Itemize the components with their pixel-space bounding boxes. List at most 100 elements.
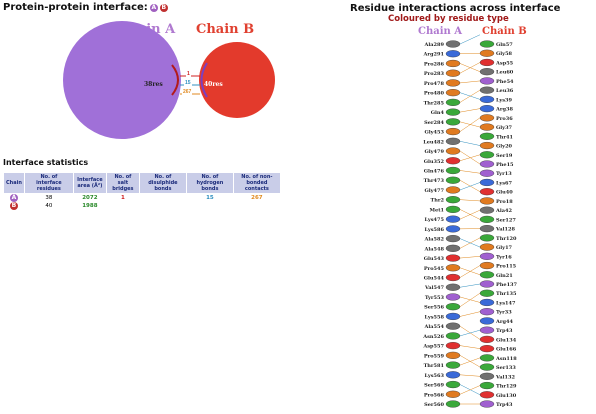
chain-b-residue-marker[interactable]: [479, 160, 495, 168]
chain-b-residue-marker[interactable]: [479, 58, 495, 67]
chain-b-residue-marker[interactable]: [479, 234, 495, 242]
chain-a-residue-marker[interactable]: [445, 147, 461, 155]
chain-b-residue-marker[interactable]: [479, 271, 495, 279]
chain-a-residue-label: Pro478: [424, 81, 445, 87]
chain-b-residue-marker[interactable]: [479, 261, 495, 270]
chain-a-residue-marker[interactable]: [445, 40, 461, 48]
chain-b-residue-marker[interactable]: [479, 215, 495, 223]
interaction-line: [459, 256, 481, 259]
chain-a-residue-label: Pro559: [424, 353, 445, 359]
chain-a-residue-marker[interactable]: [445, 312, 461, 321]
chain-a-residue-marker[interactable]: [445, 118, 461, 126]
chain-b-residue-marker[interactable]: [479, 381, 495, 390]
chain-a-residue-marker[interactable]: [445, 186, 461, 194]
chain-b-residue-marker[interactable]: [479, 298, 495, 307]
chain-b-residue-marker[interactable]: [479, 345, 495, 353]
cell: [139, 202, 186, 210]
chain-b-residue-marker[interactable]: [479, 252, 495, 260]
chain-b-residue-marker[interactable]: [479, 225, 495, 233]
chain-a-residue-marker[interactable]: [445, 127, 461, 136]
cell: 40: [45, 202, 53, 209]
chain-a-circle[interactable]: [63, 21, 181, 139]
chain-b-residue-marker[interactable]: [479, 114, 495, 122]
chain-a-residue-marker[interactable]: [445, 371, 461, 379]
chain-a-residue-marker[interactable]: [445, 79, 461, 87]
chain-a-residue-marker[interactable]: [445, 108, 461, 116]
chain-a-residue-marker[interactable]: [445, 59, 461, 68]
chain-a-residue-marker[interactable]: [445, 176, 461, 184]
chain-b-residue-label: Pro115: [496, 264, 517, 270]
chain-a-residue-marker[interactable]: [445, 254, 461, 262]
chain-b-residue-marker[interactable]: [479, 123, 495, 131]
chain-a-residue-marker[interactable]: [445, 244, 461, 252]
chain-a-residue-marker[interactable]: [445, 157, 461, 165]
chain-b-residue-marker[interactable]: [479, 354, 495, 362]
chain-b-residue-marker[interactable]: [479, 49, 495, 57]
chain-a-residue-marker[interactable]: [445, 166, 461, 175]
table-row: A 38 2072 1 15 267: [4, 194, 281, 202]
chain-b-residue-marker[interactable]: [479, 169, 495, 177]
chain-a-residue-marker[interactable]: [445, 50, 461, 58]
chain-a-residue-marker[interactable]: [445, 264, 461, 272]
chain-a-chip[interactable]: A: [149, 3, 158, 12]
chain-a-residue-marker[interactable]: [445, 342, 461, 350]
chain-a-residue-marker[interactable]: [445, 215, 461, 223]
chain-b-residue-label: Trp43: [496, 328, 513, 334]
header-chain: Chain: [3, 172, 25, 194]
chain-a-residue-marker[interactable]: [445, 89, 461, 97]
chain-a-residue-marker[interactable]: [445, 380, 461, 389]
chain-b-residue-marker[interactable]: [479, 326, 495, 334]
chain-b-residue-marker[interactable]: [479, 188, 495, 196]
chain-a-residue-label: Thr473: [424, 178, 445, 184]
chain-b-residue-marker[interactable]: [479, 206, 495, 214]
chain-a-residue-marker[interactable]: [445, 322, 461, 330]
chain-b-residue-marker[interactable]: [479, 243, 495, 251]
chain-a-residue-marker[interactable]: [445, 332, 461, 340]
chain-a-residue-label: Gln4: [431, 110, 445, 116]
chain-a-residue-marker[interactable]: [445, 69, 461, 77]
chain-b-residue-marker[interactable]: [479, 151, 495, 159]
chain-b-residue-marker[interactable]: [479, 363, 495, 371]
chain-b-residue-marker[interactable]: [479, 95, 495, 103]
chain-a-residue-marker[interactable]: [445, 225, 461, 233]
chain-a-residue-marker[interactable]: [445, 303, 461, 311]
chain-a-residue-marker[interactable]: [445, 137, 461, 145]
chain-b-residue-marker[interactable]: [479, 372, 495, 380]
chain-b-residue-marker[interactable]: [479, 289, 495, 297]
chain-b-residue-marker[interactable]: [479, 105, 495, 113]
chain-b-residue-marker[interactable]: [479, 280, 495, 288]
chain-a-residue-marker[interactable]: [445, 273, 461, 282]
chain-b-circle[interactable]: [199, 42, 275, 118]
chain-b-residue-marker[interactable]: [479, 391, 495, 399]
chain-a-residue-marker[interactable]: [445, 351, 461, 359]
chain-a-residue-label: Ser284: [424, 120, 444, 126]
chain-b-chip[interactable]: B: [159, 3, 168, 12]
chain-b-residue-marker[interactable]: [479, 141, 495, 150]
chain-b-residue-marker[interactable]: [479, 317, 495, 325]
chain-b-residue-marker[interactable]: [479, 132, 495, 140]
row-b-chain: B: [9, 202, 18, 210]
chain-b-residue-marker[interactable]: [479, 197, 495, 205]
chain-b-residue-marker[interactable]: [479, 68, 495, 76]
chain-b-residue-label: Lys67: [496, 180, 513, 186]
chain-b-residue-marker[interactable]: [479, 308, 495, 316]
chain-a-residue-marker[interactable]: [445, 205, 461, 214]
chain-b-residue-marker[interactable]: [479, 86, 495, 94]
chain-b-residue-marker[interactable]: [479, 77, 495, 85]
chain-b-residue-marker[interactable]: [479, 40, 495, 48]
chain-a-residue-marker[interactable]: [445, 293, 461, 301]
chain-b-residue-marker[interactable]: [479, 178, 495, 187]
interaction-line: [459, 199, 481, 202]
chain-a-residue-marker[interactable]: [445, 234, 461, 243]
chain-a-residue-marker[interactable]: [445, 361, 461, 369]
interaction-line: [459, 265, 481, 278]
chain-a-interface-arc: [171, 64, 179, 96]
interaction-line: [459, 62, 481, 74]
chain-a-residue-marker[interactable]: [445, 283, 461, 291]
chain-a-residue-marker[interactable]: [445, 98, 461, 106]
chain-b-residue-marker[interactable]: [479, 335, 495, 343]
chain-a-residue-marker[interactable]: [445, 400, 461, 408]
chain-b-residue-marker[interactable]: [479, 400, 495, 408]
chain-a-residue-marker[interactable]: [445, 390, 461, 398]
chain-a-residue-marker[interactable]: [445, 196, 461, 204]
